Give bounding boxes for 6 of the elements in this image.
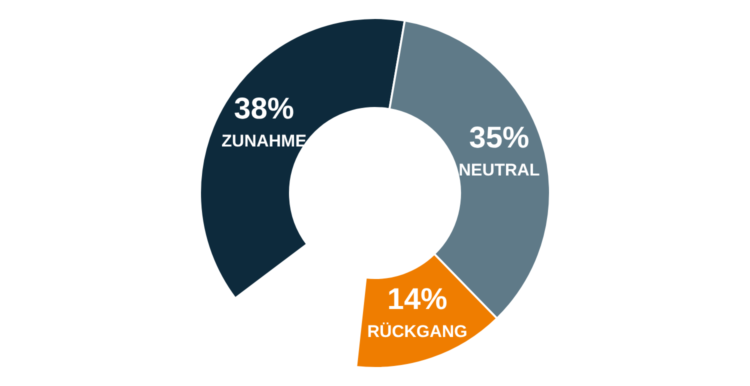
data-label: 14% [387, 282, 448, 316]
slice-label: NEUTRAL [458, 160, 540, 180]
slice-label: ZUNAHME [222, 131, 307, 150]
slice-label: RÜCKGANG [367, 322, 468, 341]
data-label: 38% [234, 92, 294, 126]
data-label: 35% [469, 122, 530, 155]
